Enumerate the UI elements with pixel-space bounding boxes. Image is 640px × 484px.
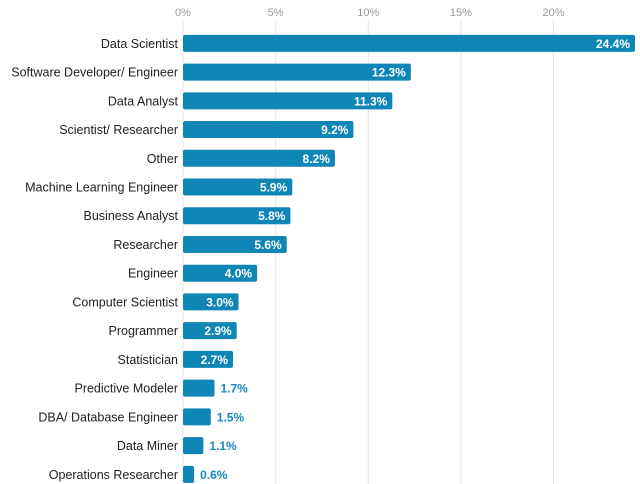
bar-operations-researcher — [183, 465, 195, 483]
value-label: 5.6% — [254, 238, 282, 252]
value-label: 5.8% — [258, 209, 286, 223]
bar-data-scientist — [183, 34, 635, 52]
x-axis-ticks: 0% 5% 10% 15% 20% — [175, 7, 565, 19]
value-label: 1.5% — [217, 410, 245, 424]
value-labels: 24.4% 12.3% 11.3% 9.2% 8.2% 5.9% 5.8% 5.6% 4.0% 3… — [200, 37, 630, 482]
bar-machine-learning-engineer — [183, 178, 293, 196]
category-label: Data Analyst — [108, 94, 179, 108]
category-label: Engineer — [128, 267, 178, 281]
bar-software-developer-engineer — [183, 63, 411, 81]
bar-business-analyst — [183, 207, 291, 225]
category-label: Researcher — [113, 238, 178, 252]
value-label: 1.7% — [220, 382, 248, 396]
category-label: Other — [147, 152, 178, 166]
value-label: 12.3% — [372, 66, 406, 80]
bar-programmer — [183, 322, 237, 340]
bar-other — [183, 149, 335, 167]
bars — [183, 34, 635, 483]
bar-predictive-modeler — [183, 379, 215, 397]
bar-data-analyst — [183, 92, 393, 110]
value-label: 4.0% — [225, 267, 253, 281]
bar-statistician — [183, 350, 234, 368]
category-label: Programmer — [109, 324, 178, 338]
bar-dba-database-engineer — [183, 408, 211, 426]
value-label: 2.9% — [204, 324, 232, 338]
bar-engineer — [183, 264, 258, 282]
value-label: 24.4% — [596, 37, 630, 51]
value-label: 3.0% — [206, 295, 234, 309]
bar-data-miner — [183, 437, 204, 455]
category-label: DBA/ Database Engineer — [38, 410, 178, 424]
bar-computer-scientist — [183, 293, 239, 311]
value-label: 0.6% — [200, 468, 228, 482]
x-tick-label: 0% — [175, 7, 191, 19]
category-label: Statistician — [118, 353, 178, 367]
bar-researcher — [183, 235, 287, 253]
value-label: 2.7% — [201, 353, 229, 367]
category-label: Scientist/ Researcher — [59, 123, 178, 137]
category-label: Computer Scientist — [72, 295, 178, 309]
value-label: 1.1% — [209, 439, 237, 453]
category-label: Operations Researcher — [49, 468, 178, 482]
value-label: 8.2% — [303, 152, 331, 166]
category-label: Data Scientist — [101, 37, 179, 51]
category-labels: Data Scientist Software Developer/ Engine… — [11, 37, 178, 482]
x-tick-label: 15% — [450, 7, 472, 19]
x-tick-label: 20% — [542, 7, 564, 19]
category-label: Business Analyst — [84, 209, 179, 223]
value-label: 5.9% — [260, 181, 288, 195]
category-label: Software Developer/ Engineer — [11, 66, 178, 80]
bar-scientist-researcher — [183, 121, 354, 139]
value-label: 9.2% — [321, 123, 349, 137]
category-label: Predictive Modeler — [74, 382, 178, 396]
category-label: Data Miner — [117, 439, 178, 453]
value-label: 11.3% — [354, 94, 388, 108]
x-tick-label: 5% — [268, 7, 284, 19]
category-label: Machine Learning Engineer — [25, 181, 178, 195]
x-tick-label: 10% — [357, 7, 379, 19]
